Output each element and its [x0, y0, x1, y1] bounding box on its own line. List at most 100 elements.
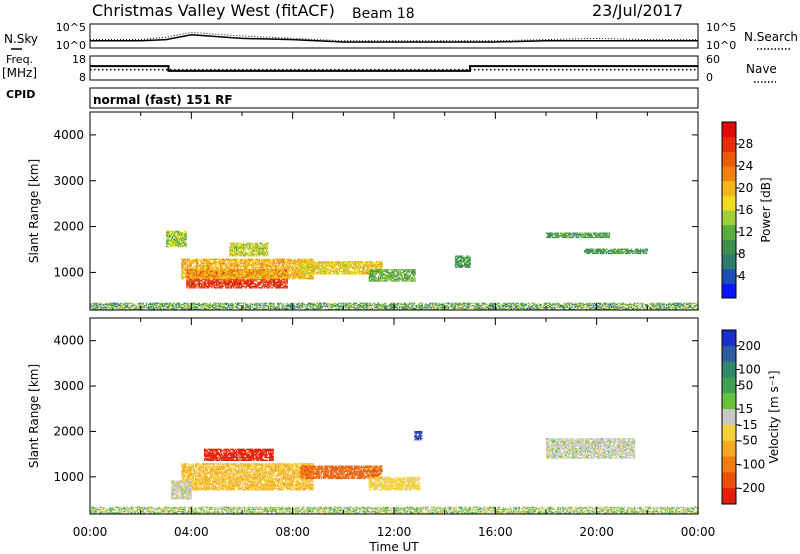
heatmap-cell [267, 248, 268, 249]
heatmap-cell [467, 257, 468, 258]
heatmap-cell [257, 282, 258, 283]
heatmap-cell [376, 262, 377, 263]
heatmap-cell [579, 233, 580, 234]
heatmap-cell [167, 236, 168, 237]
heatmap-cell [211, 308, 212, 309]
heatmap-cell [228, 274, 229, 275]
heatmap-cell [252, 252, 253, 253]
heatmap-cell [610, 249, 611, 250]
heatmap-cell [296, 277, 297, 278]
heatmap-cell [316, 267, 317, 268]
heatmap-cell [627, 253, 628, 254]
heatmap-cell [458, 257, 459, 258]
heatmap-cell [193, 272, 194, 273]
heatmap-cell [182, 263, 183, 264]
heatmap-cell [194, 268, 195, 269]
heatmap-cell [625, 253, 626, 254]
heatmap-cell [606, 233, 607, 234]
heatmap-cell [373, 271, 374, 272]
heatmap-cell [396, 271, 397, 272]
heatmap-cell [314, 268, 315, 269]
heatmap-cell [259, 277, 260, 278]
heatmap-cell [413, 280, 414, 281]
heatmap-cell [236, 275, 237, 276]
heatmap-cell [597, 251, 598, 252]
heatmap-cell [243, 245, 244, 246]
heatmap-cell [247, 266, 248, 267]
heatmap-cell [234, 283, 235, 284]
heatmap-cell [207, 268, 208, 269]
heatmap-cell [173, 239, 174, 240]
heatmap-cell [465, 260, 466, 261]
heatmap-cell [265, 286, 266, 287]
heatmap-cell [213, 274, 214, 275]
heatmap-cell [242, 263, 243, 264]
heatmap-cell [217, 278, 218, 279]
heatmap-cell [308, 277, 309, 278]
heatmap-cell [381, 262, 382, 263]
heatmap-cell [272, 259, 273, 260]
heatmap-cell [213, 270, 214, 271]
heatmap-cell [299, 259, 300, 260]
heatmap-cell [299, 275, 300, 276]
heatmap-cell [181, 235, 182, 236]
heatmap-cell [398, 276, 399, 277]
heatmap-cell [311, 273, 312, 274]
heatmap-cell [299, 263, 300, 264]
heatmap-cell [240, 283, 241, 284]
heatmap-cell [256, 275, 257, 276]
heatmap-cell [249, 263, 250, 264]
heatmap-cell [259, 263, 260, 264]
heatmap-cell [630, 253, 631, 254]
heatmap-cell [458, 256, 459, 257]
heatmap-cell [225, 280, 226, 281]
heatmap-cell [245, 275, 246, 276]
heatmap-cell [561, 235, 562, 236]
heatmap-cell [287, 282, 288, 283]
heatmap-cell [245, 274, 246, 275]
noise-tick-bottom-left: 10^0 [56, 39, 86, 52]
heatmap-cell [287, 286, 288, 287]
heatmap-cell [248, 280, 249, 281]
heatmap-cell [274, 270, 275, 271]
heatmap-cell [245, 277, 246, 278]
heatmap-cell [276, 268, 277, 269]
heatmap-cell [259, 272, 260, 273]
heatmap-cell [369, 267, 370, 268]
heatmap-cell [205, 277, 206, 278]
heatmap-cell [373, 278, 374, 279]
heatmap-cell [202, 306, 203, 307]
heatmap-cell [647, 250, 648, 251]
heatmap-cell [265, 252, 266, 253]
heatmap-cell [325, 264, 326, 265]
heatmap-cell [411, 279, 412, 280]
heatmap-cell [188, 259, 189, 260]
heatmap-cell [240, 280, 241, 281]
heatmap-cell [256, 280, 257, 281]
heatmap-cell [337, 273, 338, 274]
heatmap-cell [194, 280, 195, 281]
heatmap-cell [589, 233, 590, 234]
heatmap-cell [259, 284, 260, 285]
heatmap-cell [307, 273, 308, 274]
heatmap-cell [342, 269, 343, 270]
heatmap-cell [131, 306, 132, 307]
heatmap-cell [253, 270, 254, 271]
heatmap-cell [241, 287, 242, 288]
heatmap-cell [243, 251, 244, 252]
heatmap-cell [184, 239, 185, 240]
heatmap-cell [314, 271, 315, 272]
heatmap-cell [333, 265, 334, 266]
heatmap-cell [230, 261, 231, 262]
heatmap-cell [266, 286, 267, 287]
heatmap-cell [211, 268, 212, 269]
heatmap-cell [342, 268, 343, 269]
heatmap-cell [614, 251, 615, 252]
heatmap-cell [254, 270, 255, 271]
heatmap-cell [201, 283, 202, 284]
heatmap-cell [303, 267, 304, 268]
heatmap-cell [228, 261, 229, 262]
heatmap-cell [320, 271, 321, 272]
heatmap-cell [193, 267, 194, 268]
heatmap-cell [291, 264, 292, 265]
